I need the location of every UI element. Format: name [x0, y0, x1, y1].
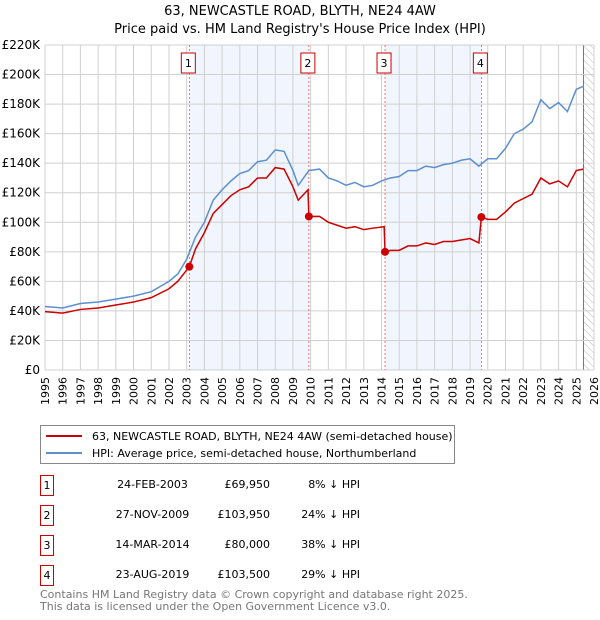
- y-tick-label: £60K: [9, 274, 41, 288]
- x-tick-label: 2022: [517, 377, 530, 405]
- y-tick-label: £220K: [2, 38, 42, 52]
- y-tick-label: £200K: [2, 68, 42, 82]
- x-tick-label: 2011: [322, 377, 335, 405]
- sale-date: 27-NOV-2009: [115, 508, 190, 521]
- x-tick-label: 2008: [269, 377, 282, 405]
- forecast-hatch: [583, 45, 594, 370]
- sale-price: £103,950: [217, 508, 271, 521]
- sale-label-box: [376, 52, 392, 74]
- legend-swatch-red: [46, 435, 82, 437]
- x-tick-label: 2016: [411, 377, 424, 405]
- sale-hpi-diff: 38% ↓ HPI: [301, 538, 360, 551]
- sale-number: 4: [40, 565, 54, 586]
- sale-point: [477, 213, 486, 222]
- x-tick-label: 1998: [92, 377, 105, 405]
- sale-point: [304, 212, 313, 221]
- x-tick-label: 2002: [163, 377, 176, 405]
- y-tick-label: £20K: [9, 333, 41, 347]
- x-tick-label: 1999: [110, 377, 123, 405]
- sale-label: 3: [381, 57, 388, 70]
- y-tick-label: £180K: [2, 97, 42, 111]
- sale-point: [185, 262, 194, 271]
- sale-date: 23-AUG-2019: [115, 568, 190, 581]
- x-tick-label: 1995: [39, 377, 52, 405]
- sale-price: £69,950: [224, 478, 271, 491]
- legend-label: 63, NEWCASTLE ROAD, BLYTH, NE24 4AW (sem…: [92, 429, 453, 443]
- sale-label-box: [180, 52, 196, 74]
- sale-price: £103,500: [217, 568, 271, 581]
- x-tick-label: 1996: [57, 377, 70, 405]
- sales-table-row: 3 14-MAR-2014 £80,000 38% ↓ HPI: [40, 535, 440, 556]
- shaded-period: [189, 45, 309, 370]
- sales-table-row: 2 27-NOV-2009 £103,950 24% ↓ HPI: [40, 505, 440, 526]
- legend-swatch-blue: [46, 452, 82, 454]
- y-tick-label: £160K: [2, 127, 42, 141]
- x-tick-label: 2020: [482, 377, 495, 405]
- sale-hpi-diff: 8% ↓ HPI: [308, 478, 360, 491]
- x-tick-label: 2015: [393, 377, 406, 405]
- sale-label-box: [472, 52, 488, 74]
- sale-label-box: [300, 52, 316, 74]
- price-paid-line: [44, 166, 584, 314]
- x-tick-label: 2013: [358, 377, 371, 405]
- x-tick-label: 2018: [446, 377, 459, 405]
- shaded-period: [385, 45, 482, 370]
- footer-line-1: Contains HM Land Registry data © Crown c…: [40, 588, 468, 601]
- x-tick-label: 2026: [588, 377, 600, 405]
- x-tick-label: 2019: [464, 377, 477, 405]
- x-tick-label: 2000: [128, 377, 141, 405]
- chart-subtitle: Price paid vs. HM Land Registry's House …: [114, 22, 486, 37]
- x-tick-label: 2024: [553, 377, 566, 405]
- x-tick-label: 2010: [305, 377, 318, 405]
- x-tick-label: 2021: [499, 377, 512, 405]
- sales-table-row: 1 24-FEB-2003 £69,950 8% ↓ HPI: [40, 475, 440, 496]
- sale-number: 1: [40, 475, 54, 496]
- x-tick-label: 2009: [287, 377, 300, 405]
- x-tick-label: 2014: [375, 377, 388, 405]
- price-chart: 1995 1996 1997 1998 1999 2000 2001 2002 2003 2004…: [2, 38, 600, 405]
- sale-point: [381, 247, 390, 256]
- x-tick-label: 2012: [340, 377, 353, 405]
- sale-number: 3: [40, 535, 54, 556]
- x-tick-label: 2017: [429, 377, 442, 405]
- hpi-line: [44, 85, 584, 309]
- x-tick-label: 1997: [74, 377, 87, 405]
- sale-hpi-diff: 29% ↓ HPI: [301, 568, 360, 581]
- sales-table-row: 4 23-AUG-2019 £103,500 29% ↓ HPI: [40, 565, 440, 586]
- legend-item-property: 63, NEWCASTLE ROAD, BLYTH, NE24 4AW (sem…: [46, 428, 453, 444]
- y-tick-label: £100K: [2, 215, 42, 229]
- footer: Contains HM Land Registry data © Crown c…: [40, 589, 468, 613]
- chart-title: 63, NEWCASTLE ROAD, BLYTH, NE24 4AW: [164, 4, 436, 19]
- sale-number: 2: [40, 505, 54, 526]
- sale-label: 1: [185, 57, 192, 70]
- x-tick-label: 2001: [145, 377, 158, 405]
- x-tick-label: 2003: [181, 377, 194, 405]
- y-tick-label: £120K: [2, 186, 42, 200]
- y-tick-label: £40K: [9, 304, 41, 318]
- x-tick-label: 2025: [570, 377, 583, 405]
- sale-date: 24-FEB-2003: [117, 478, 188, 491]
- sale-price: £80,000: [224, 538, 271, 551]
- sale-label: 4: [477, 57, 484, 70]
- legend-label: HPI: Average price, semi-detached house,…: [92, 446, 417, 460]
- legend-item-hpi: HPI: Average price, semi-detached house,…: [46, 445, 416, 461]
- sale-hpi-diff: 24% ↓ HPI: [301, 508, 360, 521]
- y-tick-label: £80K: [9, 245, 41, 259]
- sale-date: 14-MAR-2014: [115, 538, 190, 551]
- x-tick-label: 2023: [535, 377, 548, 405]
- x-tick-label: 2005: [216, 377, 229, 405]
- x-tick-label: 2006: [234, 377, 247, 405]
- y-tick-label: £0: [25, 363, 40, 377]
- sale-label: 2: [304, 57, 311, 70]
- legend: 63, NEWCASTLE ROAD, BLYTH, NE24 4AW (sem…: [40, 425, 455, 464]
- x-tick-label: 2004: [198, 377, 211, 405]
- y-tick-label: £140K: [2, 156, 42, 170]
- x-tick-label: 2007: [252, 377, 265, 405]
- footer-line-2: This data is licensed under the Open Gov…: [40, 600, 391, 613]
